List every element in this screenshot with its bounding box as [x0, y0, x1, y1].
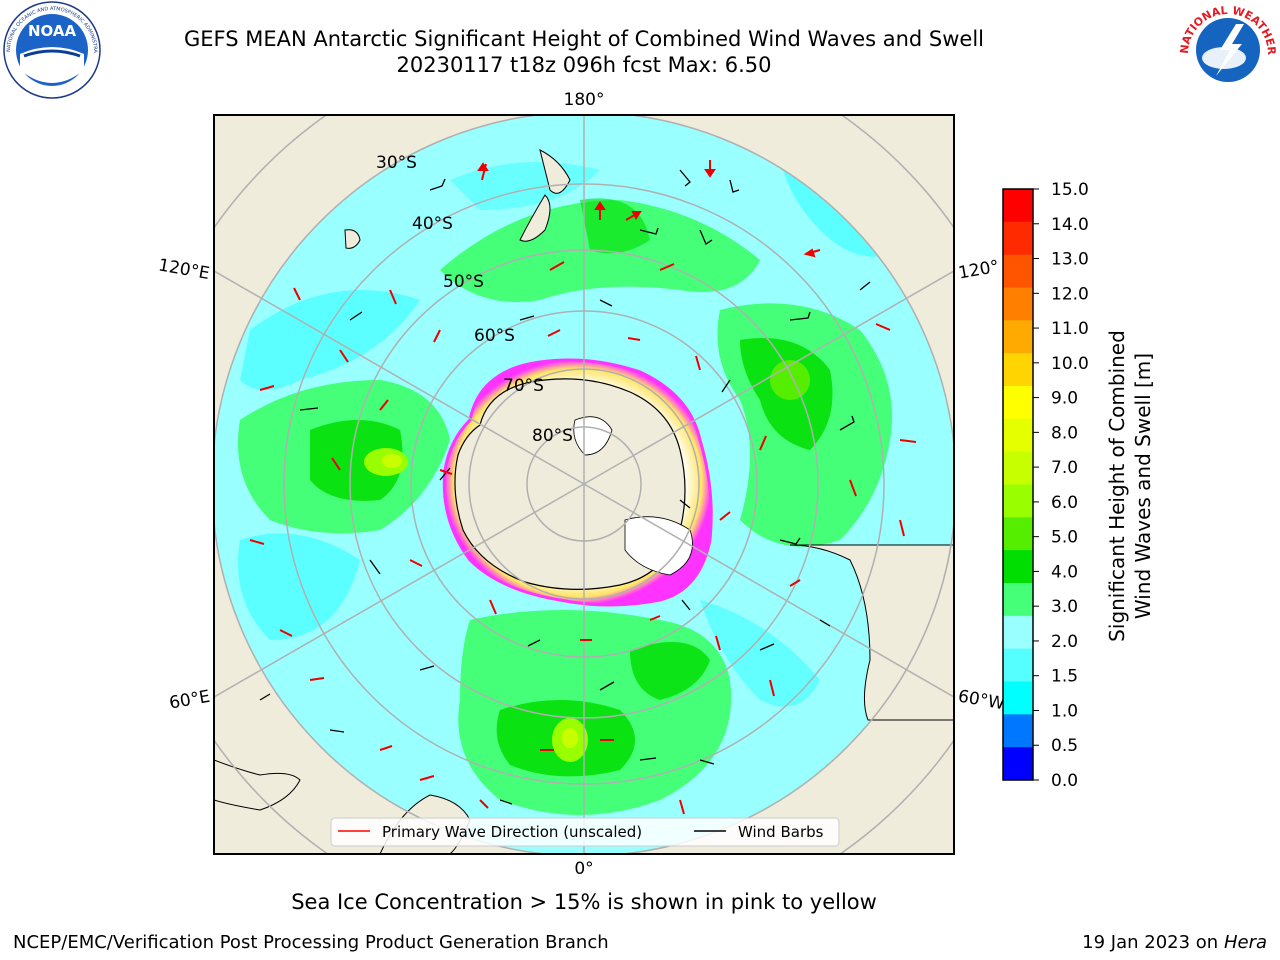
nws-logo: NATIONAL WEATHER SERVICE: [1176, 0, 1278, 98]
south-america: [789, 544, 954, 721]
colorbar-segment: [1003, 615, 1033, 650]
footer-date-text: 19 Jan 2023 on: [1082, 932, 1224, 953]
legend-wave-label: Primary Wave Direction (unscaled): [382, 823, 642, 841]
colorbar-tick-label: 8.0: [1051, 423, 1078, 443]
lat-label-50: 50°S: [443, 272, 484, 292]
lon-label-lower-left: 60°E: [168, 687, 212, 714]
colorbar-segment: [1003, 484, 1033, 518]
lon-label-upper-right: 120°: [957, 257, 1001, 284]
colorbar: 15.0 14.0 13.0 12.0 11.0 10.0 9.0 8.0 7.0 6.0 5.0 4…: [1002, 180, 1089, 791]
colorbar-label-line1: Significant Height of Combined: [1105, 330, 1129, 642]
colorbar-tick-label: 12.0: [1051, 284, 1089, 304]
colorbar-tick-label: 4.0: [1051, 562, 1078, 582]
tasmania: [344, 229, 361, 249]
lat-label-40: 40°S: [412, 214, 453, 234]
lon-label-lower-right: 60°W: [957, 686, 1007, 714]
colorbar-segment: [1003, 254, 1033, 288]
colorbar-tick-label: 10.0: [1051, 354, 1089, 374]
colorbar-tick-label: 2.0: [1051, 632, 1078, 652]
footer-credit: NCEP/EMC/Verification Post Processing Pr…: [13, 932, 609, 953]
colorbar-tick-label: 11.0: [1051, 319, 1089, 339]
lat-label-70: 70°S: [503, 376, 544, 396]
colorbar-segment: [1003, 320, 1033, 354]
colorbar-segment: [1003, 418, 1033, 453]
colorbar-tick-label: 3.0: [1051, 597, 1078, 617]
colorbar-tick-label: 14.0: [1051, 215, 1089, 235]
lon-label-top: 180°: [564, 90, 605, 110]
colorbar-tick-label: 15.0: [1051, 180, 1089, 200]
colorbar-segment: [1003, 221, 1033, 256]
chart-subtitle: 20230117 t18z 096h fcst Max: 6.50: [396, 53, 772, 77]
lon-label-bottom: 0°: [574, 859, 593, 879]
colorbar-segment: [1003, 353, 1033, 387]
colorbar-segment: [1003, 386, 1033, 420]
map-frame: [214, 115, 954, 854]
colorbar-segment: [1003, 714, 1033, 748]
colorbar-tick-label: 1.0: [1051, 701, 1078, 721]
colorbar-tick-label: 9.0: [1051, 389, 1078, 409]
chart-title: GEFS MEAN Antarctic Significant Height o…: [183, 27, 985, 51]
colorbar-segment: [1003, 583, 1033, 617]
colorbar-tick-label: 0.0: [1051, 771, 1078, 791]
lon-label-upper-left: 120°E: [157, 255, 211, 284]
colorbar-segment: [1003, 189, 1033, 223]
colorbar-tick-label: 6.0: [1051, 493, 1078, 513]
sea-ice-note: Sea Ice Concentration > 15% is shown in …: [291, 890, 877, 914]
legend: Primary Wave Direction (unscaled) Wind B…: [330, 817, 840, 847]
colorbar-frame: [1002, 188, 1034, 781]
noaa-logo: NOAA NATIONAL OCEANIC AND ATMOSPHERIC AD…: [0, 0, 101, 99]
colorbar-segment: [1003, 517, 1033, 551]
madagascar: [214, 759, 301, 811]
colorbar-tick-label: 1.5: [1051, 667, 1078, 687]
weddell-ice: [624, 516, 693, 576]
colorbar-segment: [1003, 648, 1033, 682]
lat-label-30: 30°S: [376, 153, 417, 173]
wave-direction-arrows: [249, 160, 917, 815]
lat-label-60: 60°S: [474, 326, 515, 346]
colorbar-segment: [1003, 681, 1033, 715]
colorbar-tick-label: 7.0: [1051, 458, 1078, 478]
new-zealand-south: [519, 194, 551, 242]
colorbar-segment: [1003, 451, 1033, 485]
colorbar-segment: [1003, 287, 1033, 321]
longitude-lines: [214, 115, 954, 854]
new-zealand-north: [539, 149, 571, 194]
legend-barb-label: Wind Barbs: [738, 823, 824, 841]
wind-barbs: [259, 169, 871, 805]
map-border: [213, 114, 955, 855]
colorbar-segment: [1003, 550, 1033, 584]
colorbar-segment: [1003, 747, 1033, 781]
noaa-logo-text: NOAA: [28, 22, 77, 40]
colorbar-tick-label: 5.0: [1051, 528, 1078, 548]
lat-label-80: 80°S: [532, 426, 573, 446]
colorbar-tick-label: 13.0: [1051, 250, 1089, 270]
colorbar-label-line2: Wind Waves and Swell [m]: [1131, 353, 1155, 619]
footer-date: 19 Jan 2023 on Hera: [1082, 932, 1267, 953]
colorbar-tick-label: 0.5: [1051, 736, 1078, 756]
footer-host: Hera: [1223, 932, 1267, 953]
